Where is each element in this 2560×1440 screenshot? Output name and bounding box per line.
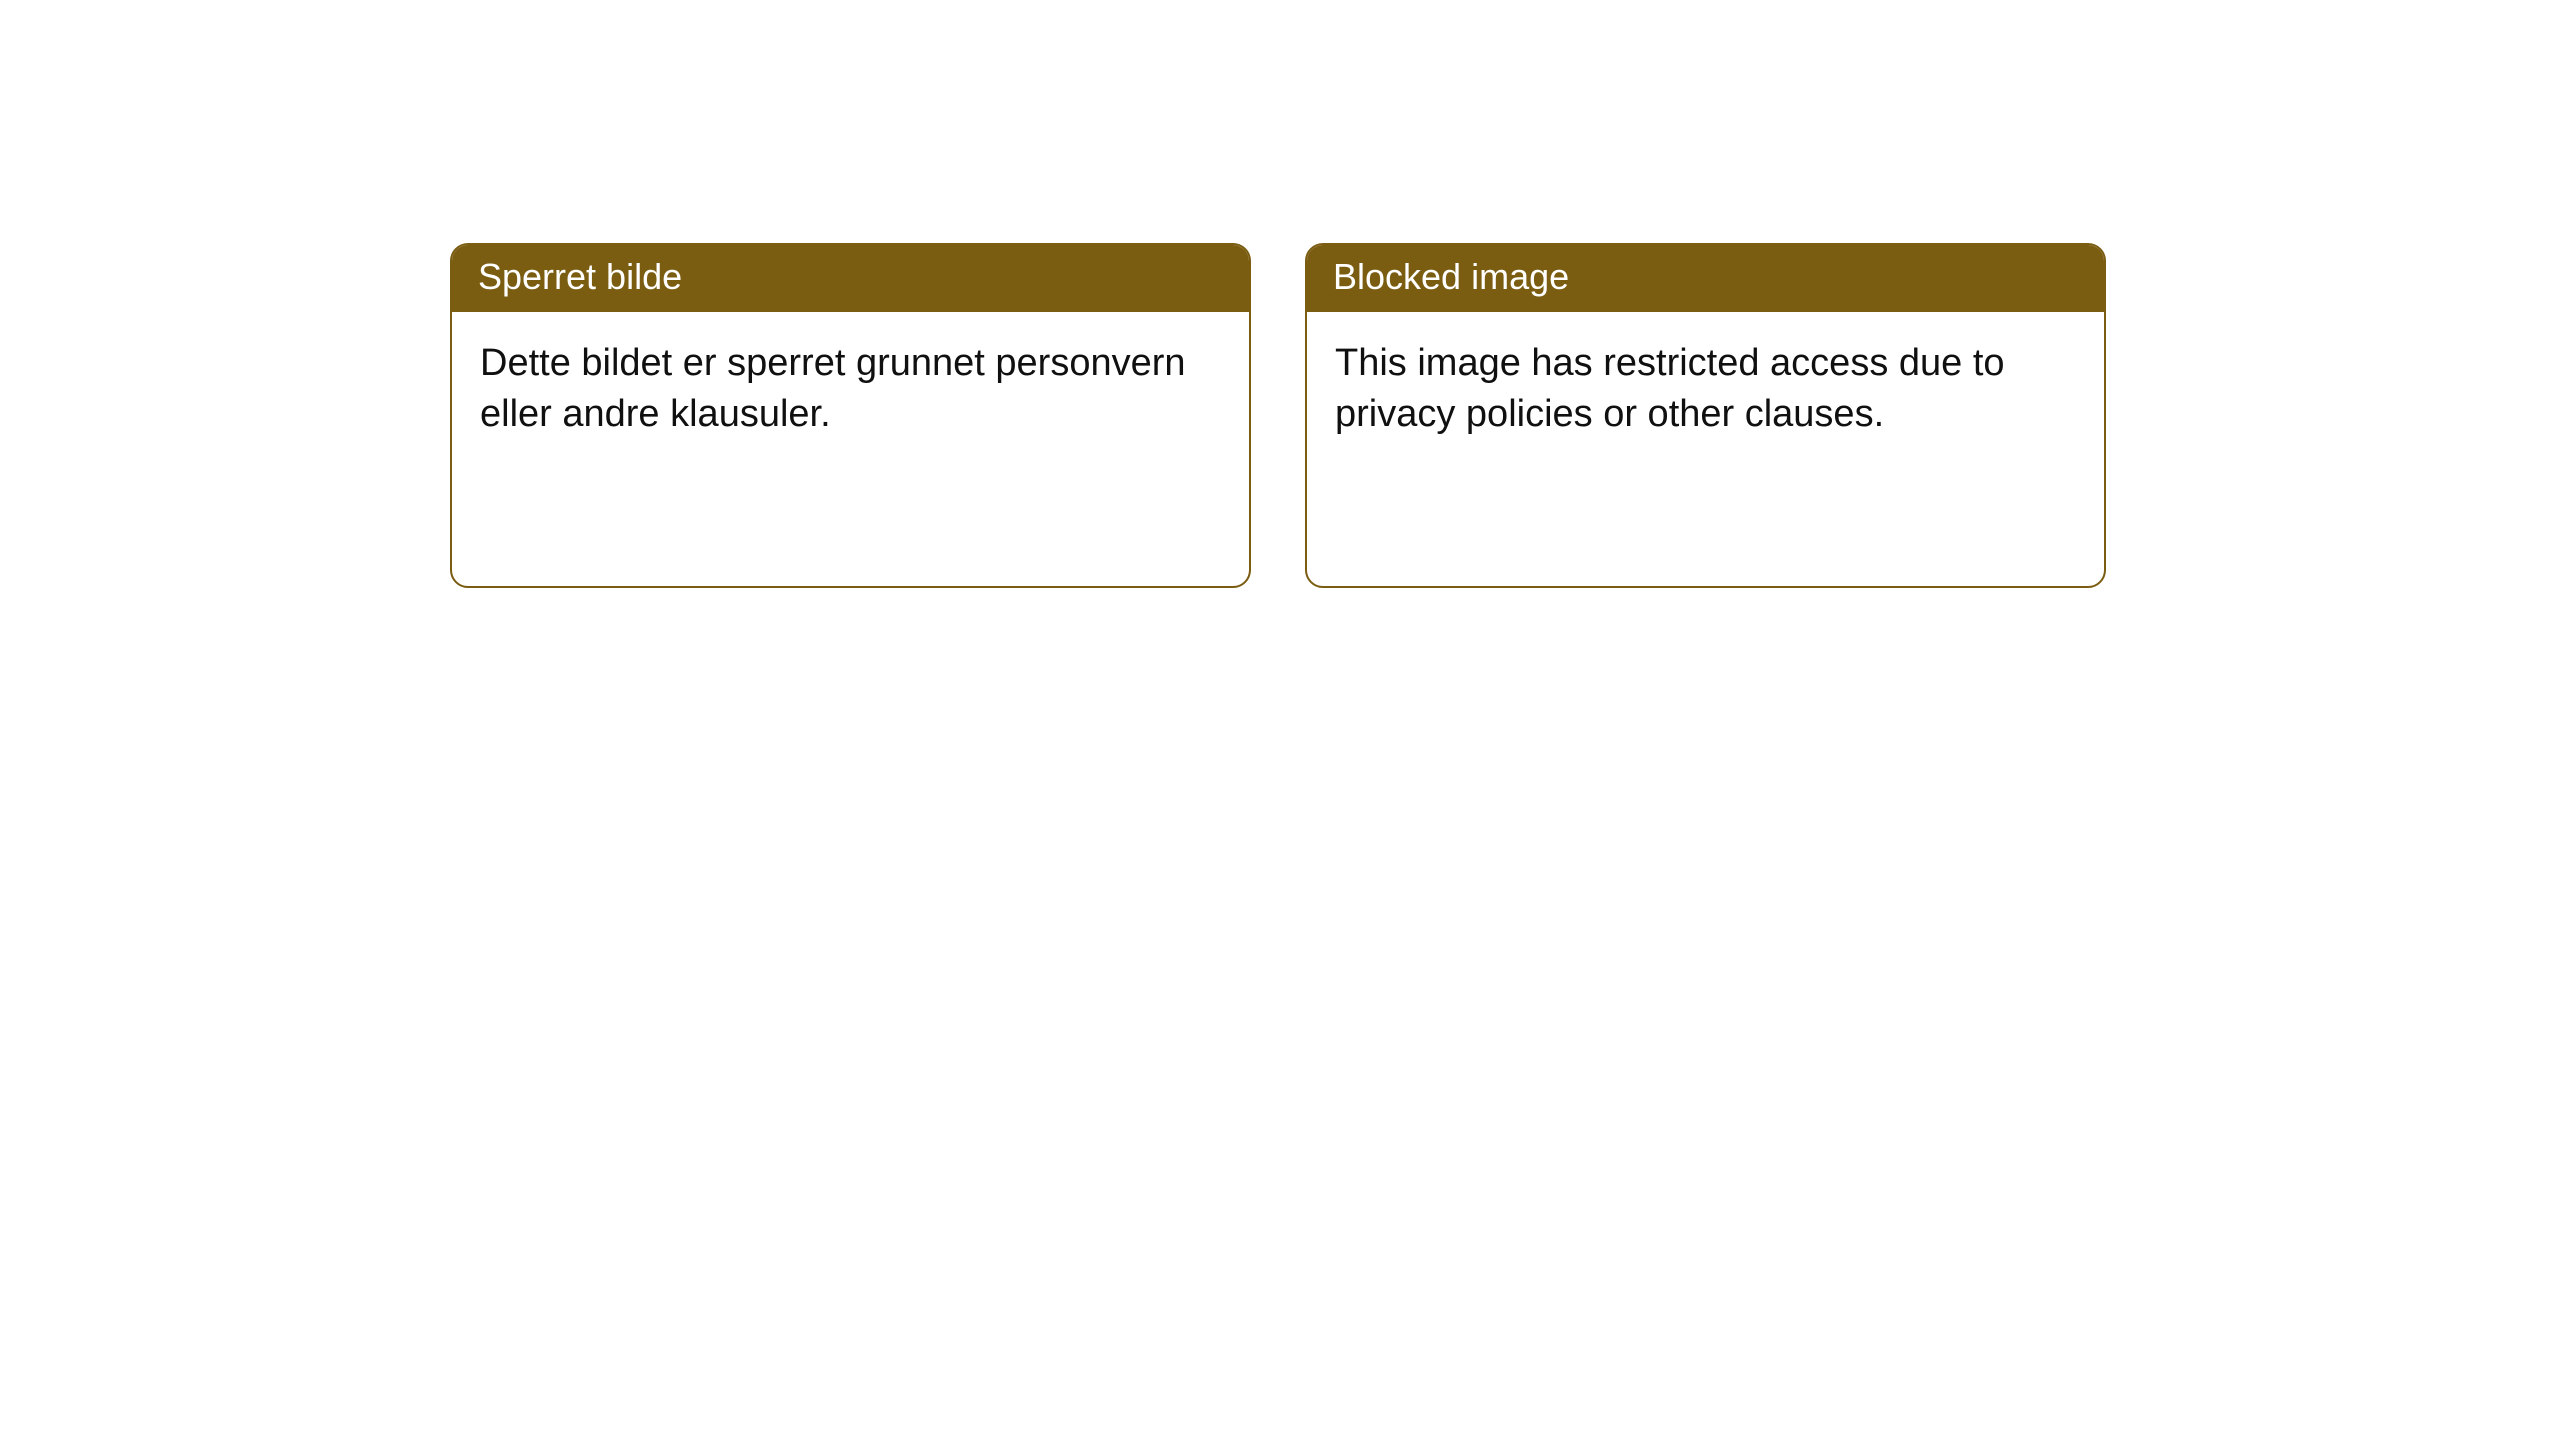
notice-card-english: Blocked image This image has restricted … [1305,243,2106,588]
notice-header-norwegian: Sperret bilde [452,245,1249,312]
notice-card-norwegian: Sperret bilde Dette bildet er sperret gr… [450,243,1251,588]
notice-container: Sperret bilde Dette bildet er sperret gr… [450,243,2106,588]
notice-body-norwegian: Dette bildet er sperret grunnet personve… [452,312,1249,586]
notice-body-english: This image has restricted access due to … [1307,312,2104,586]
notice-header-english: Blocked image [1307,245,2104,312]
